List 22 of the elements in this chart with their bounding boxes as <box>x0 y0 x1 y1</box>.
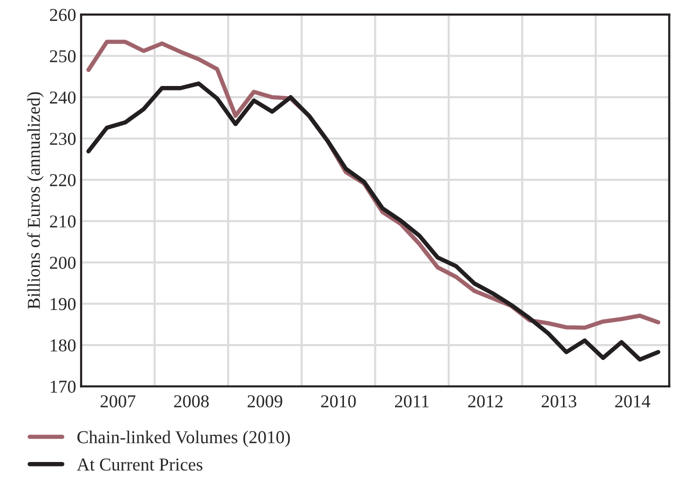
x-tick-label: 2011 <box>395 395 429 408</box>
y-tick-label: 190 <box>50 298 76 310</box>
line-series <box>86 81 660 362</box>
y-tick-label: 200 <box>50 256 76 269</box>
y-tick-label: 240 <box>50 91 76 104</box>
y-tick-label: 260 <box>50 8 76 22</box>
y-tick-label: 210 <box>50 215 76 228</box>
x-tick-label: 2007 <box>100 395 136 408</box>
x-tick-label: 2008 <box>174 395 209 408</box>
y-tick-label: 180 <box>50 339 76 352</box>
y-tick-label: 220 <box>50 174 76 186</box>
legend-label: Chain-linked Volumes (2010) <box>77 430 290 447</box>
y-tick-label: 250 <box>50 50 76 62</box>
x-tick-label: 2010 <box>321 395 356 408</box>
x-tick-label: 2014 <box>615 395 650 408</box>
y-tick-label: 170 <box>50 380 76 393</box>
x-tick-label: 2013 <box>542 395 576 408</box>
y-tick-label: 230 <box>50 132 76 145</box>
x-tick-label: 2009 <box>248 395 282 408</box>
y-axis-title: Billions of Euros (annualized) <box>27 92 44 310</box>
x-tick-label: 2012 <box>468 395 503 408</box>
legend-label: At Current Prices <box>76 458 202 471</box>
